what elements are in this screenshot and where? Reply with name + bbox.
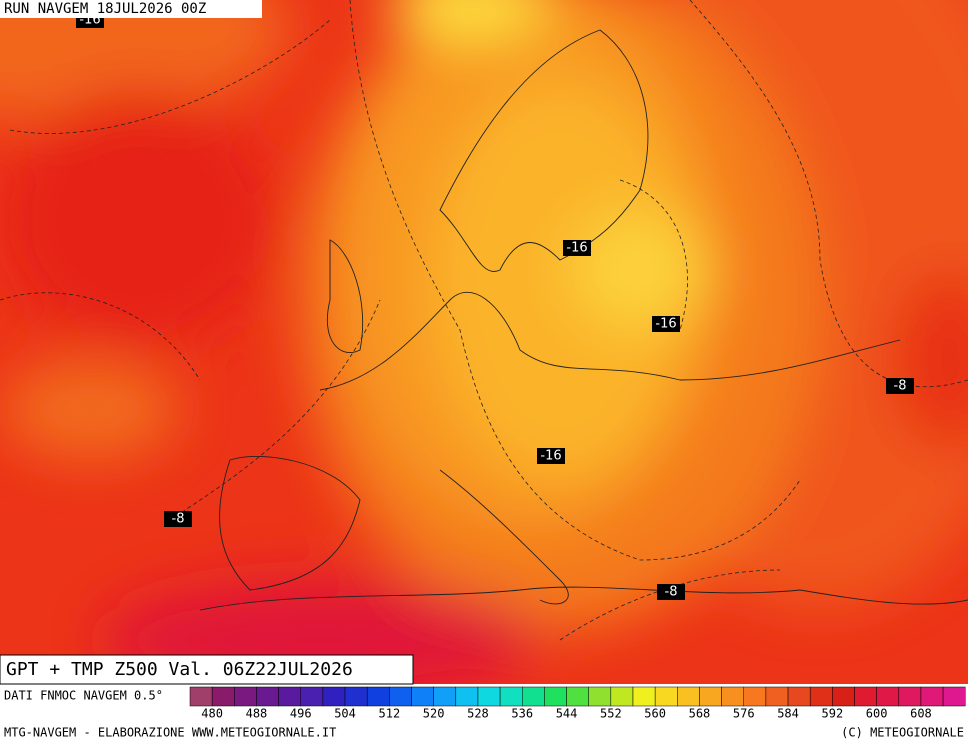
field: [0, 0, 968, 684]
colorbar-swatch: [654, 686, 678, 707]
colorbar-swatch: [544, 686, 567, 707]
colorbar-swatch: [189, 686, 213, 707]
colorbar-swatch: [632, 686, 656, 707]
colorbar-label: 552: [600, 707, 622, 721]
colorbar-swatch: [920, 686, 944, 707]
colorbar-label: 480: [201, 707, 223, 721]
colorbar-swatch: [455, 686, 479, 707]
colorbar-swatch: [389, 686, 412, 707]
run-label: RUN NAVGEM 18JUL2026 00Z: [4, 1, 206, 17]
coastlines: [199, 29, 968, 611]
colorbar-swatch: [366, 686, 390, 707]
contour-label: -8: [894, 379, 907, 394]
contour-label: -16: [566, 241, 587, 256]
colorbar-swatch: [234, 686, 257, 707]
contour-label-box: [657, 584, 685, 600]
contour-label: -8: [172, 512, 185, 527]
caption-box: [0, 654, 414, 685]
colorbar-swatch: [499, 686, 523, 707]
colorbar-swatch: [721, 686, 744, 707]
run-box: [0, 0, 262, 18]
colorbar-swatch: [278, 686, 302, 707]
colorbar-swatch: [522, 686, 545, 707]
contour-label: -16: [540, 449, 561, 464]
colorbar-swatch: [677, 686, 700, 707]
colorbar-label: 584: [777, 707, 799, 721]
contour-label: -8: [665, 585, 678, 600]
colorbar-swatch: [211, 686, 235, 707]
colorbar-label: 592: [822, 707, 844, 721]
colorbar-swatch: [809, 686, 833, 707]
colorbar-swatch: [765, 686, 789, 707]
colorbar-swatch: [411, 686, 434, 707]
colorbar-label: 600: [866, 707, 888, 721]
colorbar-swatch: [610, 686, 634, 707]
colorbar-label: 536: [511, 707, 533, 721]
contour-label-box: [563, 240, 591, 256]
colorbar-label: 544: [556, 707, 578, 721]
colorbar-swatch: [477, 686, 501, 707]
colorbar-swatch: [300, 686, 324, 707]
colorbar-swatch: [322, 686, 346, 707]
colorbar-label: 504: [334, 707, 356, 721]
contour-label-box: [652, 316, 680, 332]
colorbar-label: 528: [467, 707, 489, 721]
colorbar-label: 560: [644, 707, 666, 721]
contour-label-box: [164, 511, 192, 527]
colorbar-swatch: [876, 686, 900, 707]
colorbar-swatch: [588, 686, 612, 707]
colorbar-swatch: [898, 686, 922, 707]
colorbar: 480 488 496 504 512 520 528 536 544 552 560 568 576 5…: [189, 686, 966, 721]
colorbar-label: 488: [246, 707, 268, 721]
contour-label-box: [537, 448, 565, 464]
legend-source: DATI FNMOC NAVGEM 0.5°: [4, 689, 163, 703]
footer-right: (C) METEOGIORNALE: [841, 726, 964, 740]
colorbar-swatch: [566, 686, 589, 707]
colorbar-swatch: [854, 686, 877, 707]
colorbar-swatch: [942, 686, 966, 707]
caption-title: GPT + TMP Z500 Val. 06Z22JUL2026: [6, 659, 353, 680]
colorbar-label: 496: [290, 707, 312, 721]
colorbar-swatch: [787, 686, 811, 707]
contour-label-box: [886, 378, 914, 394]
colorbar-swatch: [699, 686, 722, 707]
colorbar-swatch: [344, 686, 368, 707]
colorbar-swatch: [256, 686, 279, 707]
colorbar-label: 608: [910, 707, 932, 721]
colorbar-label: 512: [379, 707, 401, 721]
contour-label: -16: [655, 317, 676, 332]
colorbar-swatch: [433, 686, 457, 707]
colorbar-label: 568: [689, 707, 711, 721]
footer-left: MTG-NAVGEM - ELABORAZIONE WWW.METEOGIORN…: [4, 726, 336, 740]
colorbar-label: 520: [423, 707, 445, 721]
contour-labels: -16-16-16-8-16-8-8: [76, 12, 914, 600]
colorbar-label: 576: [733, 707, 755, 721]
colorbar-swatch: [832, 686, 855, 707]
colorbar-swatch: [743, 686, 767, 707]
